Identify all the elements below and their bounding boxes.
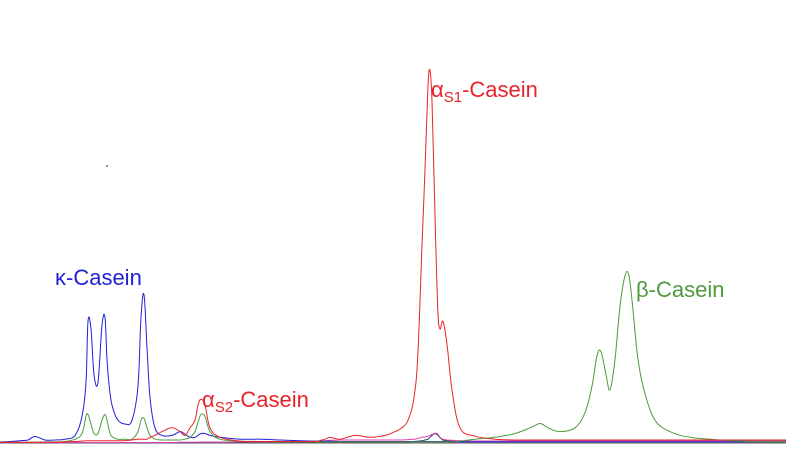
alpha-s1-casein-label: αS1-Casein (431, 77, 538, 106)
kappa-casein-label: κ-Casein (55, 265, 142, 290)
series-layer (0, 68, 786, 444)
alpha-s1-trace (0, 68, 786, 443)
beta-casein-label: β-Casein (636, 277, 724, 302)
kappa-trace (0, 293, 786, 443)
magenta-trace (0, 432, 786, 444)
alpha-s2-casein-label: αS2-Casein (202, 387, 309, 416)
beta-trace (0, 270, 786, 443)
stray-dot (106, 165, 108, 167)
